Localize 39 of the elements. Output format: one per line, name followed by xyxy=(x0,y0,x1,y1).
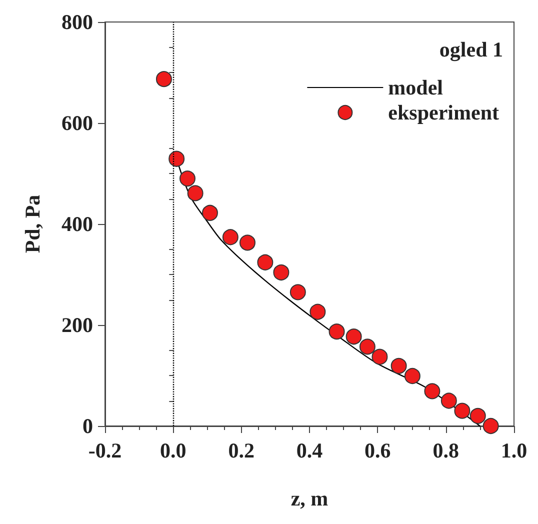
x-tick-label: 0.8 xyxy=(432,438,459,462)
point xyxy=(168,150,185,167)
point xyxy=(359,338,376,355)
x-axis-title: z, m xyxy=(290,486,329,510)
point xyxy=(372,348,388,365)
x-tick-label: 1.0 xyxy=(500,438,528,462)
x-tick-label: 0.6 xyxy=(364,438,391,462)
x-tick-label: 0.0 xyxy=(160,438,186,462)
point xyxy=(482,418,499,434)
point xyxy=(179,170,196,187)
point xyxy=(187,185,204,202)
point xyxy=(404,368,420,384)
y-tick-label: 200 xyxy=(62,313,93,337)
point xyxy=(239,234,256,251)
point xyxy=(222,229,238,246)
y-tick-label: 800 xyxy=(62,10,93,34)
point xyxy=(424,383,440,400)
point xyxy=(310,304,326,320)
point xyxy=(440,392,457,409)
legend-title: ogled 1 xyxy=(439,38,504,62)
x-tick-label: 0.2 xyxy=(228,438,254,462)
point xyxy=(470,408,486,424)
x-tick-label: 0.4 xyxy=(296,438,324,462)
point xyxy=(346,328,362,345)
point xyxy=(202,204,218,221)
point xyxy=(257,254,274,270)
point xyxy=(328,324,345,340)
point xyxy=(290,284,306,300)
legend-label: eksperiment xyxy=(388,100,500,124)
y-tick-label: 600 xyxy=(62,111,93,135)
point xyxy=(273,264,290,280)
x-tick-label: -0.2 xyxy=(88,438,122,462)
y-axis-title: Pd, Pa xyxy=(20,194,44,254)
y-tick-label: 400 xyxy=(62,212,93,236)
point xyxy=(390,358,407,374)
y-tick-label: 0 xyxy=(82,414,93,438)
point xyxy=(454,402,470,419)
point xyxy=(156,71,172,88)
legend-label: model xyxy=(388,76,444,100)
